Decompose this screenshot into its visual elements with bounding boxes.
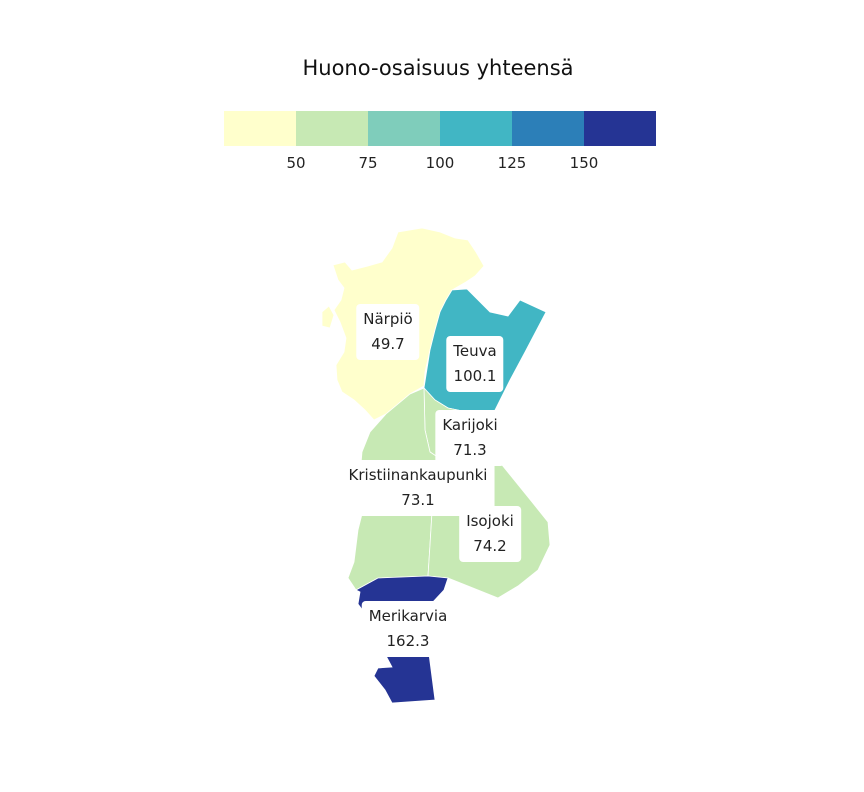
region-label-narpio: Närpiö 49.7 [356, 304, 420, 360]
map-title: Huono-osaisuus yhteensä [302, 56, 574, 80]
region-label-teuva: Teuva 100.1 [446, 336, 504, 392]
region-value: 71.3 [453, 441, 487, 459]
legend-tick: 100 [425, 154, 455, 172]
legend-swatch [224, 111, 296, 146]
region-name: Karijoki [442, 416, 498, 434]
region-label-isojoki: Isojoki 74.2 [459, 506, 521, 562]
region-name: Närpiö [363, 310, 413, 328]
region-value: 162.3 [386, 632, 430, 650]
region-name: Kristiinankaupunki [348, 466, 488, 484]
legend-tick: 125 [497, 154, 527, 172]
region-label-karijoki: Karijoki 71.3 [435, 410, 505, 466]
legend-swatch [440, 111, 512, 146]
legend-swatch [584, 111, 656, 146]
region-value: 49.7 [371, 335, 405, 353]
legend-ticks: 50 75 100 125 150 [224, 146, 656, 172]
legend-bar [224, 111, 656, 146]
legend-swatch [512, 111, 584, 146]
region-value: 100.1 [453, 367, 497, 385]
region-value: 73.1 [401, 491, 435, 509]
legend-tick: 50 [286, 154, 306, 172]
region-name: Isojoki [466, 512, 514, 530]
region-name: Merikarvia [368, 607, 448, 625]
legend-swatch [296, 111, 368, 146]
legend-tick: 75 [358, 154, 378, 172]
region-name: Teuva [453, 342, 497, 360]
legend-tick: 150 [569, 154, 599, 172]
region-label-merikarvia: Merikarvia 162.3 [361, 601, 455, 657]
region-value: 74.2 [473, 537, 507, 555]
legend-swatch [368, 111, 440, 146]
region-narpio-islet[interactable] [321, 305, 335, 329]
color-legend: 50 75 100 125 150 [224, 111, 656, 172]
